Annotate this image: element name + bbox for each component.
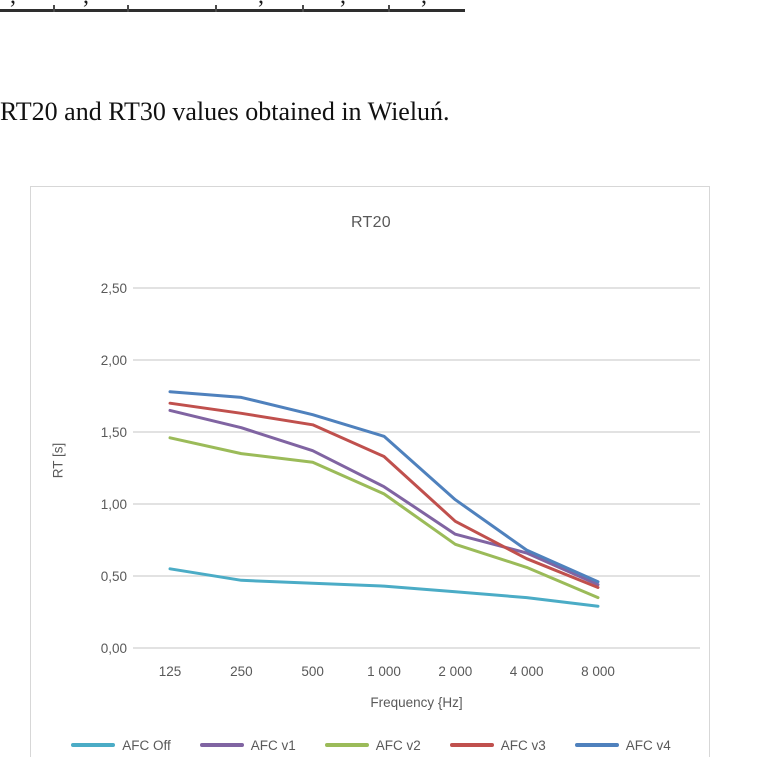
legend-label: AFC v3 xyxy=(500,737,546,753)
chart-line-afc-v2 xyxy=(168,436,600,600)
chart-title: RT20 xyxy=(350,214,392,231)
x-tick-label: 2 000 xyxy=(438,664,472,679)
table-text-descender: , xyxy=(83,0,89,10)
x-tick-label: 1 000 xyxy=(367,664,401,679)
y-axis-title: RT [s] xyxy=(50,442,66,479)
line-plot: 0,00 0,50 1,00 1,50 2,00 2,50 125 250 500 1 000 2 … xyxy=(101,281,700,679)
chart-line-afc-off xyxy=(168,567,600,608)
legend-item: AFC v4 xyxy=(574,737,671,753)
chart-legend: AFC Off AFC v1 AFC v2 AFC v3 AFC v4 xyxy=(31,735,711,755)
table-bottom-fragment: ,,,,, xyxy=(0,0,760,16)
figure-caption: RT20 and RT30 values obtained in Wieluń. xyxy=(0,97,450,126)
x-tick-label: 4 000 xyxy=(510,664,544,679)
table-column-tick xyxy=(388,5,390,12)
legend-label: AFC v2 xyxy=(375,737,421,753)
legend-label: AFC Off xyxy=(122,737,171,753)
legend-line-swatch xyxy=(71,743,116,747)
table-column-tick xyxy=(53,5,55,12)
table-column-tick xyxy=(127,5,129,12)
legend-line-swatch xyxy=(199,743,244,747)
y-tick-label: 0,50 xyxy=(101,569,127,584)
x-tick-label: 250 xyxy=(230,664,253,679)
legend-item: AFC v1 xyxy=(199,737,296,753)
legend-label: AFC v1 xyxy=(250,737,296,753)
table-column-tick xyxy=(302,5,304,12)
table-text-descender: , xyxy=(340,0,346,10)
legend-label: AFC v4 xyxy=(625,737,671,753)
y-tick-label: 0,00 xyxy=(101,641,127,656)
y-tick-label: 1,00 xyxy=(101,497,127,512)
legend-item: AFC v3 xyxy=(449,737,546,753)
y-tick-label: 2,00 xyxy=(101,353,127,368)
table-text-descender: , xyxy=(421,0,427,10)
table-text-descender: , xyxy=(10,0,16,10)
x-tick-label: 8 000 xyxy=(581,664,615,679)
x-axis-title: Frequency {Hz] xyxy=(370,695,463,710)
chart-line-afc-v1 xyxy=(168,408,600,587)
chart-line-afc-v3 xyxy=(168,401,600,589)
x-tick-label: 125 xyxy=(159,664,182,679)
legend-item: AFC Off xyxy=(71,738,171,753)
table-text-descender: , xyxy=(258,0,264,10)
legend-item: AFC v2 xyxy=(324,737,421,753)
chart-frame: RT20 0,00 0,50 1,00 1,50 2,00 2,50 125 250 500 1 … xyxy=(30,186,710,757)
y-tick-label: 2,50 xyxy=(101,281,127,296)
chart-line-afc-v4 xyxy=(168,390,600,584)
y-tick-label: 1,50 xyxy=(101,425,127,440)
legend-line-swatch xyxy=(324,743,369,747)
table-border-line xyxy=(0,9,465,12)
legend-line-swatch xyxy=(574,743,619,747)
legend-line-swatch xyxy=(449,743,494,747)
x-tick-label: 500 xyxy=(301,664,324,679)
table-column-tick xyxy=(215,5,217,12)
